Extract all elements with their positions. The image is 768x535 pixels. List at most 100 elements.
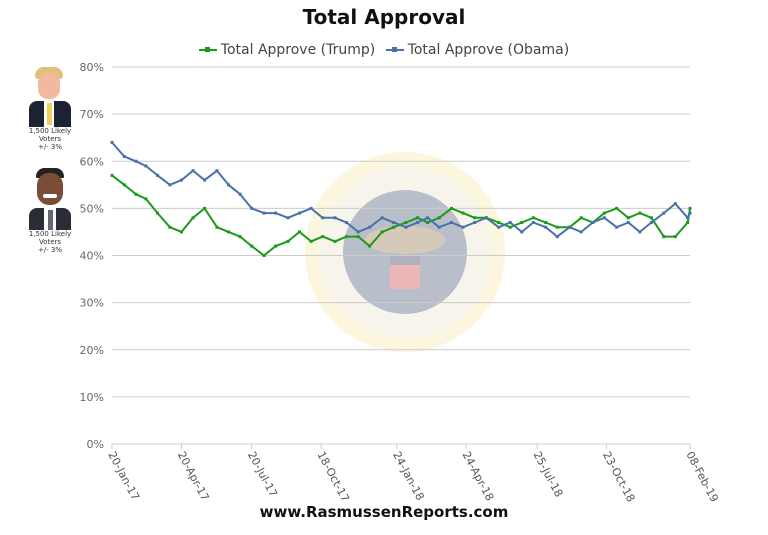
data-point[interactable] (168, 183, 172, 187)
data-point[interactable] (450, 206, 454, 210)
data-point[interactable] (122, 155, 126, 159)
data-point[interactable] (191, 169, 195, 173)
data-point[interactable] (531, 221, 535, 225)
data-point[interactable] (544, 221, 548, 225)
data-point[interactable] (333, 239, 337, 243)
data-point[interactable] (638, 211, 642, 215)
data-point[interactable] (688, 211, 692, 215)
data-point[interactable] (168, 225, 172, 229)
data-point[interactable] (579, 230, 583, 234)
data-point[interactable] (426, 216, 430, 220)
data-point[interactable] (544, 225, 548, 229)
data-point[interactable] (262, 254, 266, 257)
data-point[interactable] (450, 221, 454, 225)
data-point[interactable] (426, 221, 430, 225)
data-point[interactable] (110, 140, 114, 144)
data-point[interactable] (203, 178, 207, 182)
data-point[interactable] (497, 225, 501, 229)
data-point[interactable] (555, 235, 559, 239)
data-point[interactable] (321, 216, 325, 220)
data-point[interactable] (404, 225, 408, 229)
data-point[interactable] (673, 202, 677, 206)
data-point[interactable] (568, 225, 572, 229)
data-point[interactable] (461, 211, 465, 215)
data-point[interactable] (626, 216, 630, 220)
data-point[interactable] (250, 244, 254, 248)
data-point[interactable] (404, 221, 408, 225)
data-point[interactable] (662, 235, 666, 239)
data-point[interactable] (416, 221, 420, 225)
data-point[interactable] (250, 206, 254, 210)
data-point[interactable] (368, 244, 372, 248)
data-point[interactable] (203, 206, 207, 210)
data-point[interactable] (286, 239, 290, 243)
data-point[interactable] (497, 221, 501, 225)
data-point[interactable] (673, 235, 677, 239)
data-point[interactable] (122, 183, 126, 187)
data-point[interactable] (144, 164, 148, 168)
data-point[interactable] (688, 206, 692, 210)
data-point[interactable] (298, 211, 302, 215)
data-point[interactable] (416, 216, 420, 220)
data-point[interactable] (484, 216, 488, 220)
data-point[interactable] (508, 221, 512, 225)
data-point[interactable] (134, 159, 138, 163)
data-point[interactable] (227, 183, 231, 187)
data-point[interactable] (473, 221, 477, 225)
data-point[interactable] (321, 235, 325, 239)
data-point[interactable] (649, 221, 653, 225)
legend-item-obama[interactable]: Total Approve (Obama) (385, 42, 569, 58)
data-point[interactable] (591, 221, 595, 225)
data-point[interactable] (380, 230, 384, 234)
data-point[interactable] (345, 221, 349, 225)
data-point[interactable] (156, 211, 160, 215)
data-point[interactable] (380, 216, 384, 220)
data-point[interactable] (531, 216, 535, 220)
data-point[interactable] (368, 225, 372, 229)
data-point[interactable] (520, 230, 524, 234)
data-point[interactable] (309, 239, 313, 243)
data-point[interactable] (615, 206, 619, 210)
legend-item-trump[interactable]: Total Approve (Trump) (198, 42, 375, 58)
data-point[interactable] (309, 206, 313, 210)
data-point[interactable] (602, 211, 606, 215)
data-point[interactable] (298, 230, 302, 234)
data-point[interactable] (638, 230, 642, 234)
data-point[interactable] (156, 173, 160, 177)
data-point[interactable] (662, 211, 666, 215)
data-point[interactable] (555, 225, 559, 229)
data-point[interactable] (215, 169, 219, 173)
data-point[interactable] (686, 221, 690, 225)
data-point[interactable] (520, 221, 524, 225)
data-point[interactable] (238, 235, 242, 239)
data-point[interactable] (144, 197, 148, 201)
data-point[interactable] (262, 211, 266, 215)
data-point[interactable] (437, 216, 441, 220)
data-point[interactable] (508, 225, 512, 229)
data-point[interactable] (274, 211, 278, 215)
data-point[interactable] (356, 235, 360, 239)
data-point[interactable] (461, 225, 465, 229)
data-point[interactable] (227, 230, 231, 234)
data-point[interactable] (134, 192, 138, 196)
data-point[interactable] (649, 216, 653, 220)
data-point[interactable] (615, 225, 619, 229)
data-point[interactable] (333, 216, 337, 220)
data-point[interactable] (392, 225, 396, 229)
data-point[interactable] (286, 216, 290, 220)
data-point[interactable] (110, 173, 114, 177)
data-point[interactable] (238, 192, 242, 196)
data-point[interactable] (191, 216, 195, 220)
data-point[interactable] (686, 216, 690, 220)
data-point[interactable] (392, 221, 396, 225)
data-point[interactable] (437, 225, 441, 229)
data-point[interactable] (626, 221, 630, 225)
data-point[interactable] (602, 216, 606, 220)
data-point[interactable] (579, 216, 583, 220)
data-point[interactable] (215, 225, 219, 229)
data-point[interactable] (473, 216, 477, 220)
data-point[interactable] (356, 230, 360, 234)
data-point[interactable] (274, 244, 278, 248)
data-point[interactable] (179, 178, 183, 182)
data-point[interactable] (345, 235, 349, 239)
